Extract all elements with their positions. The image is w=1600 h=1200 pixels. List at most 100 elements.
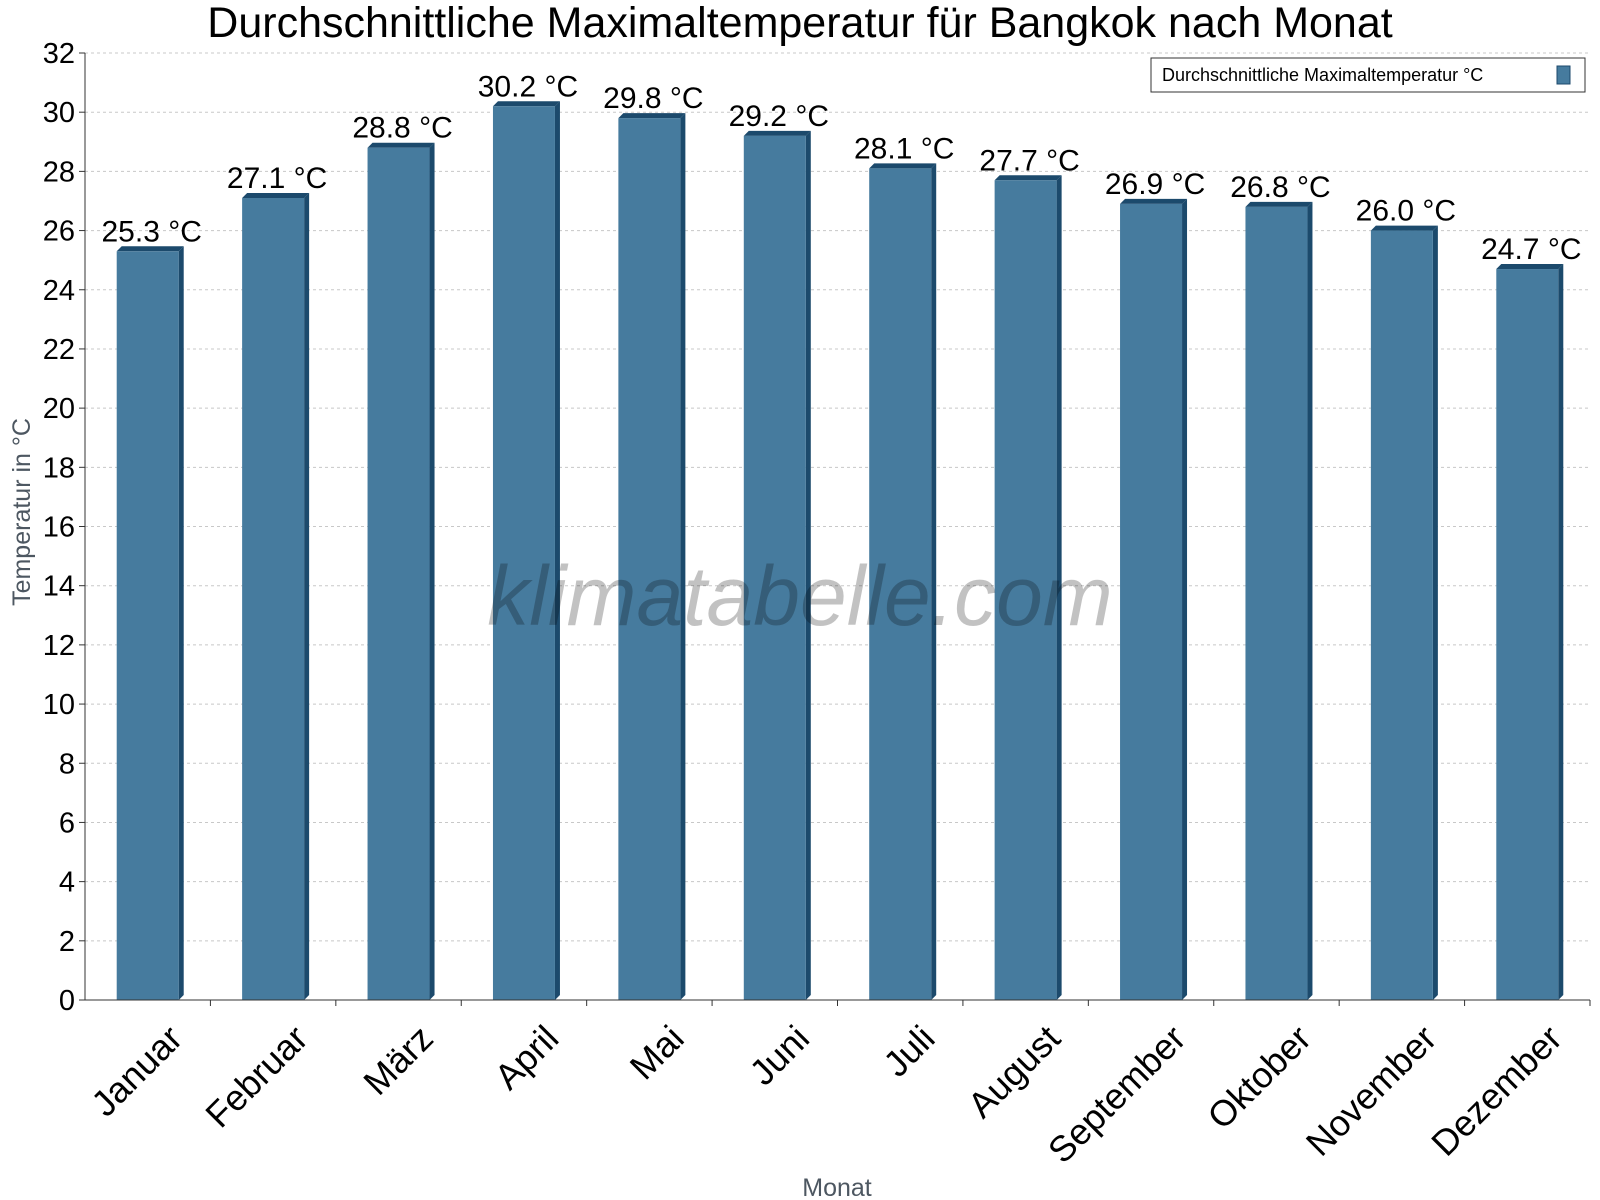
bar-top: [116, 246, 184, 252]
axes: [79, 52, 1591, 1006]
data-label: 24.7 °C: [1481, 233, 1581, 266]
y-axis-label: Temperatur in °C: [8, 418, 36, 606]
y-tick-label: 32: [43, 38, 75, 70]
x-tick-label: August: [960, 1017, 1068, 1125]
bar-top: [492, 101, 560, 107]
bar-face: [618, 118, 681, 1000]
legend-box: [1150, 57, 1586, 93]
x-tick-label: Februar: [197, 1017, 315, 1135]
y-tick-label: 12: [43, 630, 75, 662]
bar: [743, 130, 811, 1001]
bar-top: [1120, 198, 1188, 204]
bar-face: [1496, 269, 1559, 1000]
data-label: 26.0 °C: [1356, 195, 1456, 228]
x-tick-label: Oktober: [1199, 1017, 1319, 1137]
bar-top: [618, 113, 686, 119]
bar: [492, 101, 560, 1001]
bar-side: [304, 193, 310, 1000]
bar-side: [554, 101, 560, 1001]
y-tick-label: 0: [59, 985, 75, 1017]
data-label: 25.3 °C: [102, 215, 202, 248]
bar-face: [869, 168, 932, 1000]
x-axis-label: Monat: [802, 1174, 872, 1200]
bar-side: [931, 163, 937, 1000]
bar-side: [1307, 201, 1313, 1000]
bar: [116, 246, 184, 1000]
bar-side: [680, 113, 686, 1000]
bar-top: [743, 130, 811, 136]
x-tick-label: März: [355, 1017, 441, 1103]
bar: [869, 163, 937, 1000]
y-tick-label: 14: [43, 571, 75, 603]
x-tick-label: Mai: [622, 1017, 692, 1087]
bar-face: [1245, 206, 1308, 1000]
x-axis-tick-labels: Januar Februar März April Mai Juni Juli AugustS…: [83, 1017, 1569, 1171]
bar: [1370, 225, 1438, 1000]
bar-side: [429, 142, 435, 1000]
chart-title: Durchschnittliche Maximaltemperatur für …: [207, 0, 1392, 47]
data-label: 28.1 °C: [854, 132, 954, 165]
bar-face: [1120, 203, 1183, 1001]
bar-face: [367, 147, 430, 1000]
bar: [367, 142, 435, 1000]
x-tick-label: Januar: [83, 1017, 190, 1124]
bar-top: [367, 142, 435, 148]
y-tick-label: 26: [43, 216, 75, 248]
legend-swatch: [1556, 65, 1571, 85]
legend: Durchschnittliche Maximaltemperatur °C: [1150, 57, 1586, 93]
x-tick-label: Juni: [741, 1017, 817, 1093]
x-tick-label: Dezember: [1423, 1017, 1569, 1163]
legend-entry-label: Durchschnittliche Maximaltemperatur °C: [1162, 65, 1483, 85]
bar-top: [242, 193, 310, 199]
bar-top: [994, 175, 1062, 181]
x-tick-label: April: [486, 1017, 566, 1097]
bar: [1245, 201, 1313, 1000]
bar-face: [743, 135, 806, 1001]
bar: [618, 113, 686, 1000]
x-tick-label: September: [1040, 1017, 1194, 1171]
data-labels: 25.3 °C 27.1 °C 28.8 °C 30.2 °C 29.8 °C 29.2 …: [102, 70, 1582, 266]
bar-face: [1370, 230, 1433, 1000]
y-tick-label: 24: [43, 275, 75, 307]
bar-face: [994, 180, 1057, 1001]
bars: [116, 101, 1564, 1001]
data-label: 27.7 °C: [979, 144, 1079, 177]
bar: [994, 175, 1062, 1001]
data-label: 27.1 °C: [227, 162, 327, 195]
bar: [1496, 264, 1564, 1000]
bar-top: [1496, 264, 1564, 270]
bar: [242, 193, 310, 1000]
bar-face: [492, 106, 555, 1001]
y-tick-label: 8: [59, 748, 75, 780]
data-label: 29.8 °C: [603, 82, 703, 115]
bar-face: [242, 198, 305, 1000]
data-label: 30.2 °C: [478, 70, 578, 103]
y-tick-label: 30: [43, 97, 75, 129]
bar-side: [1432, 225, 1438, 1000]
bar-top: [869, 163, 937, 169]
bar-face: [116, 251, 179, 1000]
bar-side: [1182, 198, 1188, 1001]
data-label: 26.9 °C: [1105, 168, 1205, 201]
y-tick-label: 4: [59, 867, 75, 899]
y-tick-label: 2: [59, 926, 75, 958]
bar: [1120, 198, 1188, 1001]
y-tick-label: 22: [43, 334, 75, 366]
y-tick-label: 28: [43, 156, 75, 188]
gridlines: [85, 52, 1590, 942]
bar-top: [1245, 201, 1313, 207]
y-tick-label: 16: [43, 512, 75, 544]
y-tick-label: 10: [43, 689, 75, 721]
x-tick-label: Juli: [875, 1017, 942, 1084]
bar-side: [805, 130, 811, 1001]
data-label: 29.2 °C: [729, 100, 829, 133]
bar-top: [1370, 225, 1438, 231]
x-tick-label: November: [1298, 1017, 1444, 1163]
bar-side: [178, 246, 184, 1000]
y-tick-label: 20: [43, 393, 75, 425]
y-tick-label: 18: [43, 452, 75, 484]
y-tick-label: 6: [59, 807, 75, 839]
